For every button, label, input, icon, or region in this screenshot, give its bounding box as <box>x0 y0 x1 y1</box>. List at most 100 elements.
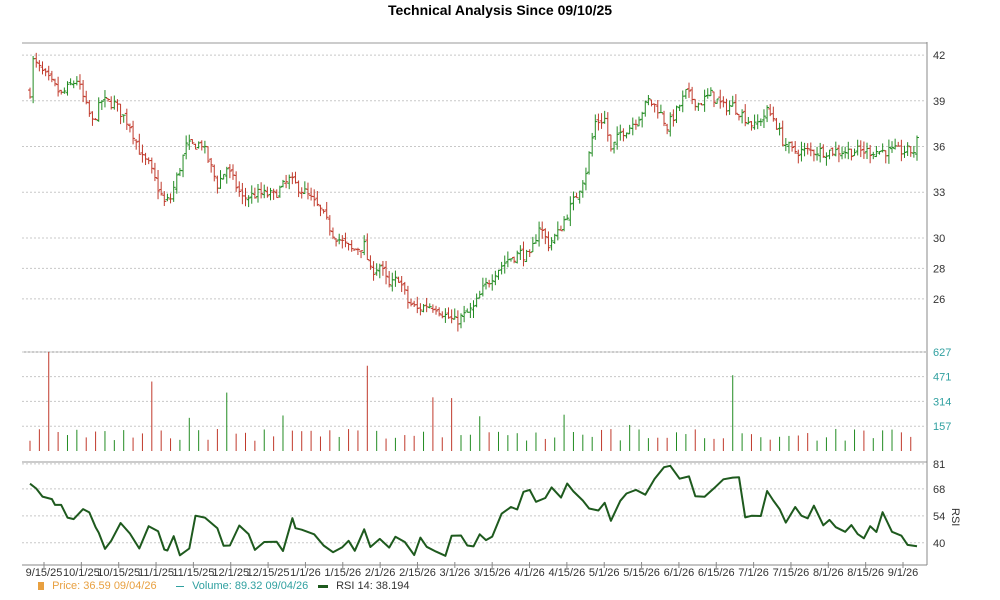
ohlc-bar <box>818 142 823 163</box>
x-tick-label: 9/1/26 <box>888 567 919 579</box>
x-tick-label: 4/15/26 <box>549 567 586 579</box>
ohlc-bar <box>455 310 460 332</box>
ohlc-bar <box>290 172 295 185</box>
ohlc-bar <box>605 112 610 142</box>
ohlc-bar <box>858 140 863 158</box>
ohlc-bar <box>274 189 279 199</box>
ohlc-bar <box>402 281 407 295</box>
ohlc-bar <box>112 95 117 110</box>
ohlc-bar <box>780 120 785 147</box>
ohlc-bar <box>652 103 657 113</box>
ohlc-bar <box>227 164 232 179</box>
ohlc-bar <box>815 146 820 161</box>
ohlc-bar <box>371 261 376 281</box>
volume-tick-label: 157 <box>933 421 951 433</box>
ohlc-bar <box>530 236 535 253</box>
ohlc-bar <box>480 277 485 297</box>
ohlc-bar <box>612 141 617 154</box>
ohlc-bar <box>159 181 164 196</box>
volume-tick-label: 627 <box>933 347 951 359</box>
ohlc-bar <box>668 112 673 137</box>
ohlc-bar <box>387 271 392 288</box>
ohlc-bar <box>577 190 582 204</box>
x-tick-label: 8/15/26 <box>847 567 884 579</box>
x-tick-label: 11/1/25 <box>138 567 174 579</box>
ohlc-bar <box>840 146 845 160</box>
ohlc-bar <box>758 118 763 127</box>
ohlc-bar <box>327 215 332 236</box>
grid-layer <box>22 42 928 566</box>
ohlc-bar <box>502 255 507 274</box>
ohlc-bar <box>380 260 385 276</box>
ohlc-bar <box>705 88 710 99</box>
ohlc-bar <box>277 185 282 198</box>
ohlc-bar <box>65 81 70 96</box>
rsi-line <box>29 464 918 557</box>
ohlc-bar <box>134 139 139 150</box>
ohlc-bar <box>662 110 667 127</box>
ohlc-bar <box>643 100 648 117</box>
ohlc-bar <box>571 191 576 211</box>
ohlc-bar <box>824 152 829 166</box>
price-tick-label: 39 <box>933 96 945 108</box>
ohlc-bar <box>221 173 226 180</box>
price-tick-label: 42 <box>933 50 945 62</box>
ohlc-bar <box>296 180 301 198</box>
price-tick-label: 36 <box>933 142 945 154</box>
price-panel <box>28 52 919 332</box>
ohlc-bar <box>796 149 801 164</box>
ohlc-bar <box>215 175 220 194</box>
ohlc-bar <box>96 97 101 122</box>
volume-legend: Volume: 89.32 09/04/26 <box>176 580 308 592</box>
ohlc-bar <box>212 164 217 182</box>
volume-tick-label: 471 <box>933 372 951 384</box>
ohlc-bar <box>399 276 404 293</box>
ohlc-bar <box>156 170 161 200</box>
ohlc-bar <box>883 150 888 164</box>
ohlc-bar <box>459 313 464 329</box>
ohlc-bar <box>533 234 538 244</box>
ohlc-bar <box>655 100 660 119</box>
price-tick-label: 33 <box>933 187 945 199</box>
ohlc-bar <box>377 263 382 279</box>
ohlc-bar <box>462 305 467 323</box>
ohlc-bar <box>902 145 907 158</box>
ohlc-bar <box>621 128 626 142</box>
ohlc-bar <box>368 255 373 270</box>
x-tick-label: 1/1/26 <box>290 567 321 579</box>
x-tick-label: 3/15/26 <box>474 567 511 579</box>
ohlc-bar <box>384 260 389 285</box>
ohlc-bar <box>127 123 132 133</box>
ohlc-bar <box>590 132 595 157</box>
ohlc-bar <box>799 141 804 162</box>
ohlc-bar <box>37 60 42 72</box>
chart-title: Technical Analysis Since 09/10/25 <box>387 2 613 18</box>
ohlc-bar <box>893 138 898 150</box>
ohlc-bar <box>558 225 563 232</box>
ohlc-bar <box>733 94 738 116</box>
ohlc-bar <box>268 187 273 201</box>
x-tick-label: 1/15/26 <box>324 567 361 579</box>
ohlc-bar <box>355 247 360 256</box>
ohlc-bar <box>674 105 679 124</box>
ohlc-bar <box>305 182 310 200</box>
ohlc-bar <box>490 274 495 291</box>
x-tick-label: 5/1/26 <box>589 567 620 579</box>
ohlc-bar <box>518 245 523 261</box>
ohlc-bar <box>646 95 651 106</box>
price-tick-label: 30 <box>933 233 945 245</box>
ohlc-bar <box>84 90 89 105</box>
ohlc-bar <box>252 187 257 199</box>
ohlc-bar <box>106 97 111 102</box>
x-tick-label: 5/15/26 <box>623 567 660 579</box>
ohlc-bar <box>543 228 548 245</box>
rsi-legend: RSI 14: 38.194 <box>318 580 409 592</box>
ohlc-bar <box>805 143 810 155</box>
ohlc-bar <box>580 180 585 198</box>
x-tick-label: 9/15/25 <box>26 567 63 579</box>
ohlc-bar <box>240 182 245 205</box>
ohlc-bar <box>793 141 798 154</box>
ohlc-bar <box>886 139 891 164</box>
ohlc-bar <box>149 157 154 174</box>
ohlc-bar <box>224 166 229 184</box>
